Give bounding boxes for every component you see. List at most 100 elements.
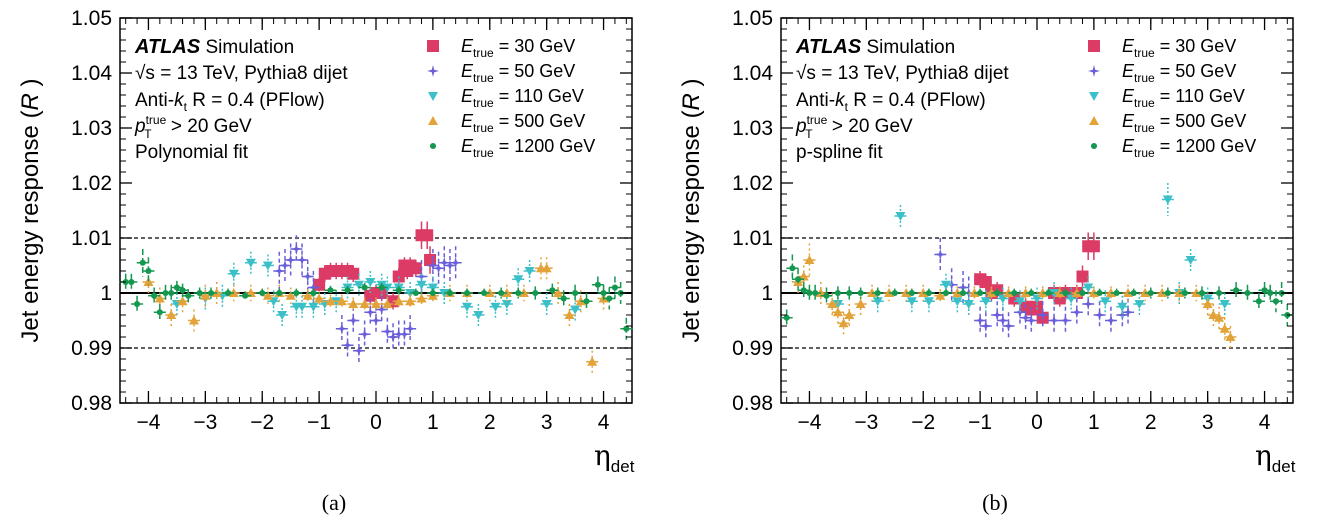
data-point	[308, 302, 319, 312]
panel-b: 0.98 0.99 1 1.01 1.02 1.03 1.04 1.05 −4 −3 −2 −1 0 1 2…	[678, 7, 1296, 515]
data-point	[313, 278, 326, 291]
legend-value: = 30 GeV	[1155, 36, 1237, 56]
legend-marker	[1088, 40, 1100, 52]
legend-symbol: E	[1122, 36, 1135, 56]
data-point	[341, 339, 354, 352]
data-point	[1100, 297, 1111, 307]
data-point	[1122, 306, 1134, 319]
legend-item-110-gev: Etrue = 110 GeV	[428, 86, 584, 110]
info-line-algorithm: Anti-kt R = 0.4 (PFlow)	[796, 90, 986, 114]
x-tick-label: 3	[1202, 411, 1214, 434]
info-pt-p: p	[134, 116, 146, 137]
data-point	[560, 295, 567, 302]
data-point	[361, 284, 368, 291]
y-axis-label-symbol: R	[678, 93, 705, 110]
legend-label: Etrue = 110 GeV	[461, 86, 584, 110]
data-point	[977, 289, 984, 297]
y-tick-label: 0.98	[732, 392, 773, 415]
data-point	[1028, 289, 1035, 297]
data-point	[934, 248, 947, 261]
info-algo-k: k	[174, 90, 185, 111]
data-point	[1219, 300, 1230, 309]
data-point	[145, 267, 152, 275]
data-point	[395, 287, 402, 294]
legend-value: = 30 GeV	[494, 36, 576, 56]
data-point	[594, 281, 601, 288]
data-point	[301, 270, 314, 283]
x-tick-label: 0	[370, 411, 382, 434]
info-algo-rest: R = 0.4 (PFlow)	[187, 90, 325, 111]
data-point	[1162, 195, 1173, 205]
data-point	[1202, 299, 1213, 308]
legend-sub: true	[1134, 46, 1155, 60]
data-point	[857, 289, 864, 297]
data-point	[276, 289, 283, 297]
data-series	[780, 183, 1294, 348]
info-line-pt: ptrue T > 20 GeV	[134, 113, 252, 141]
data-point	[804, 255, 815, 264]
data-point	[296, 254, 308, 266]
data-point	[490, 302, 501, 312]
y-axis-label-symbol: R	[17, 93, 44, 110]
x-tick-label: 4	[598, 411, 610, 434]
atlas-brand: ATLAS	[795, 36, 862, 58]
legend-marker	[428, 116, 438, 125]
data-point	[1198, 289, 1206, 297]
data-point	[151, 292, 158, 299]
data-point	[462, 302, 473, 312]
panel-a: 0.98 0.99 1 1.01 1.02 1.03 1.04 1.05 −4 −3 −2 −1 0 1 2…	[17, 7, 635, 515]
y-tick-label: 1.03	[732, 117, 773, 140]
data-point	[980, 297, 991, 307]
legend-value: = 50 GeV	[1155, 61, 1237, 81]
data-point	[273, 265, 286, 277]
info-pt-sub: T	[805, 127, 813, 141]
ticks: 0.98 0.99 1 1.01 1.02 1.03 1.04 1.05 −4 −3 −2 −1 0 1 2…	[71, 7, 632, 434]
info-line-energy: √s = 13 TeV, Pythia8 dijet	[135, 63, 348, 84]
data-point	[891, 289, 898, 297]
data-point	[1185, 256, 1196, 265]
legend-marker	[427, 40, 439, 52]
y-tick-label: 0.99	[71, 337, 112, 360]
data-point	[1116, 309, 1129, 321]
data-point	[1267, 289, 1274, 297]
legend-symbol: E	[461, 86, 474, 106]
info-pt-sup: true	[807, 113, 828, 127]
info-algo-main: Anti-	[135, 90, 174, 111]
data-point	[827, 299, 838, 308]
data-point	[416, 280, 427, 290]
data-point	[421, 229, 434, 242]
y-tick-label: 1.02	[71, 172, 112, 195]
legend-value: = 500 GeV	[494, 111, 586, 131]
data-point	[179, 287, 186, 294]
data-point	[800, 287, 807, 294]
legend-label: Etrue = 500 GeV	[461, 111, 585, 135]
data-point	[855, 299, 866, 308]
data-point	[1272, 298, 1279, 305]
legend-label: Etrue = 1200 GeV	[1122, 136, 1256, 160]
data-point	[925, 289, 932, 297]
data-point	[277, 311, 288, 320]
data-point	[1181, 289, 1188, 297]
data-point	[327, 287, 334, 294]
data-point	[375, 287, 388, 299]
y-axis-label: Jet energy response (R )	[678, 78, 705, 342]
legend-symbol: E	[461, 111, 474, 131]
data-point	[1093, 309, 1106, 321]
data-point	[959, 289, 967, 297]
legend-symbol: E	[1122, 136, 1135, 156]
info-algo-sub: t	[184, 100, 188, 114]
series-50-gev	[934, 238, 1135, 340]
panel-caption: (b)	[982, 490, 1008, 515]
data-point	[143, 277, 154, 286]
data-point	[1062, 289, 1069, 297]
data-point	[156, 309, 163, 316]
data-point	[798, 271, 809, 281]
legend-item-30-gev: Etrue = 30 GeV	[427, 36, 575, 60]
data-point	[549, 287, 556, 294]
x-axis-label-sub: det	[611, 457, 635, 476]
y-tick-label: 1.05	[71, 7, 112, 30]
data-point	[371, 299, 381, 308]
legend-sub: true	[473, 71, 494, 85]
data-point	[188, 315, 199, 325]
y-tick-label: 1.04	[71, 62, 112, 85]
